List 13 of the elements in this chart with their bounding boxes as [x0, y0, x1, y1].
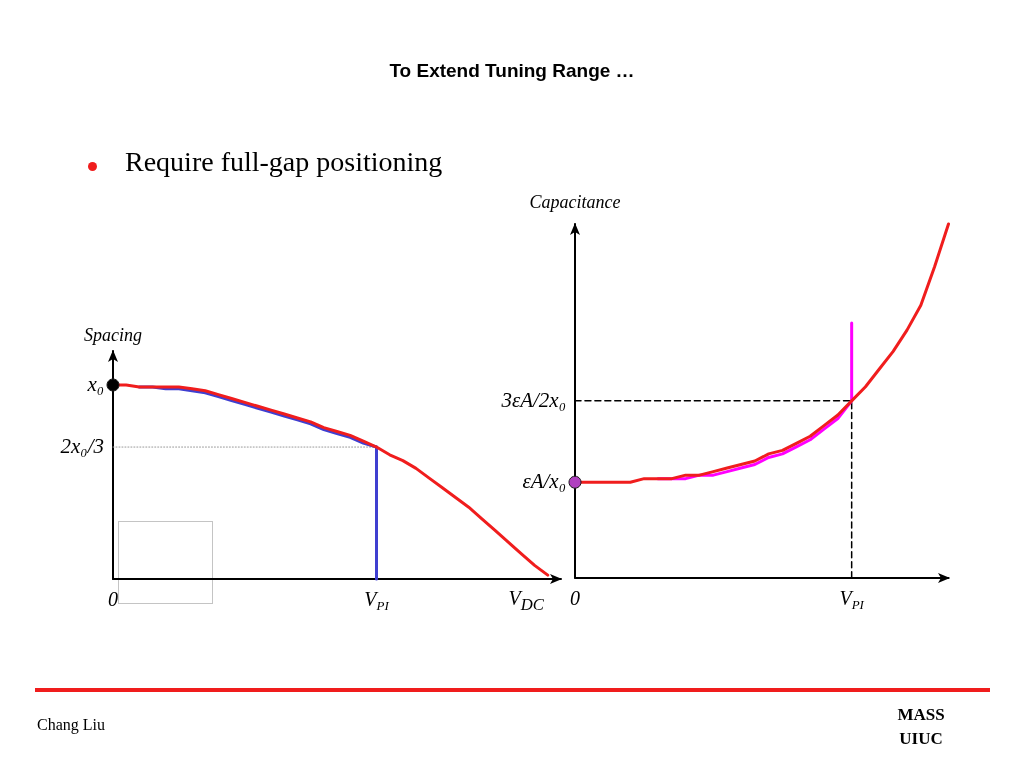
- text: Chang Liu: [37, 716, 105, 734]
- y-axis-title: Capacitance: [529, 192, 621, 212]
- annotation: x₀: [87, 372, 104, 397]
- annotation: 3εA/2x₀: [501, 388, 566, 413]
- text: MASS UIUC: [896, 704, 946, 750]
- x-tick-label: 0: [108, 588, 118, 610]
- annotation: 2x₀/3: [60, 434, 104, 459]
- annotation: εA/x₀: [522, 469, 566, 494]
- x-axis-title: V$_{DC}$: [508, 587, 544, 615]
- x-tick-label: 0: [570, 586, 580, 609]
- chart-subtitle: Require full-gap positioning: [125, 146, 443, 178]
- chart-title: To Extend Tuning Range …: [388, 60, 636, 82]
- y-axis-title: Spacing: [84, 325, 142, 345]
